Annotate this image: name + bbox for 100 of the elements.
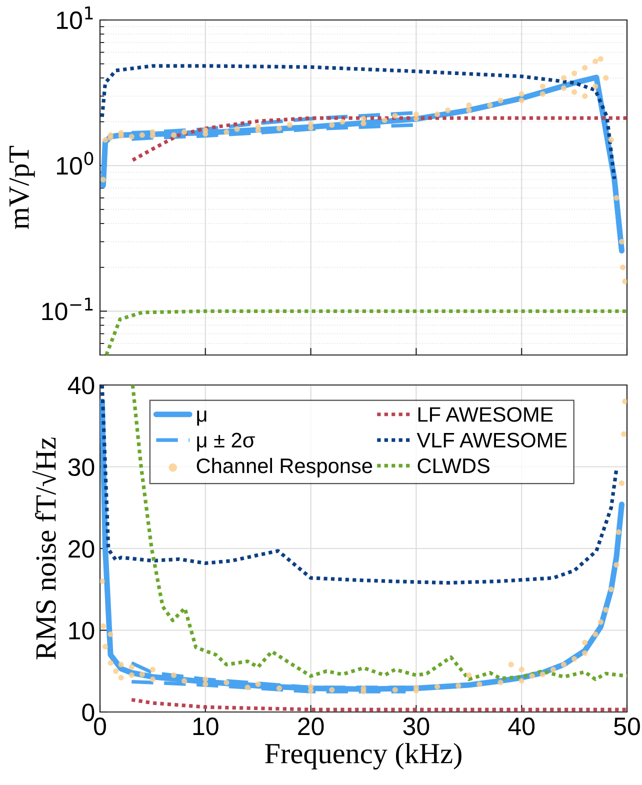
point: [150, 666, 156, 672]
point: [620, 264, 626, 270]
point: [434, 684, 440, 690]
point: [224, 680, 230, 686]
point: [540, 672, 546, 678]
point: [518, 678, 524, 684]
x-tick-label: 40: [508, 718, 535, 736]
legend-label: Channel Response: [196, 458, 372, 478]
point: [392, 112, 398, 119]
point: [560, 85, 567, 91]
point: [582, 93, 588, 99]
point: [308, 688, 314, 694]
point: [308, 120, 314, 126]
point: [202, 681, 208, 687]
point: [622, 278, 627, 284]
point: [608, 586, 614, 592]
point: [171, 672, 177, 678]
y-tick-label: 40: [68, 376, 94, 394]
point: [329, 122, 335, 128]
point: [182, 678, 188, 684]
point: [445, 107, 451, 114]
point: [102, 644, 108, 650]
y-tick-label: 0: [82, 704, 94, 722]
point: [360, 688, 366, 694]
y-tick-label: 10$^{−1}$: [42, 298, 93, 320]
point: [118, 130, 124, 136]
point: [286, 122, 292, 128]
point: [182, 129, 188, 135]
point: [616, 529, 622, 535]
point: [618, 480, 625, 486]
x-tick-label: 20: [298, 718, 324, 736]
y-axis-title: mV/pT: [9, 146, 35, 230]
point: [518, 91, 524, 97]
point: [476, 681, 482, 687]
legend-label: LF AWESOME: [418, 407, 553, 422]
x-tick-label: 30: [403, 718, 430, 736]
point: [518, 98, 524, 104]
legend-label: CLWDS: [418, 458, 490, 474]
point: [466, 102, 472, 108]
point: [540, 91, 546, 97]
point: [128, 664, 134, 670]
point: [139, 132, 145, 138]
point: [171, 132, 177, 138]
point: [108, 632, 114, 638]
point: [255, 681, 261, 687]
point: [108, 132, 114, 138]
point: [582, 650, 588, 656]
x-tick-label: 10: [193, 718, 218, 736]
point: [498, 680, 504, 686]
point: [614, 562, 620, 568]
point: [618, 238, 625, 244]
x-tick-label: 50: [614, 718, 640, 736]
line-series: [130, 698, 627, 712]
point: [622, 398, 627, 404]
point: [456, 683, 462, 689]
point: [392, 687, 398, 693]
line-series: [130, 123, 415, 141]
point: [550, 666, 556, 672]
point: [102, 137, 108, 143]
legend-label: μ: [197, 410, 206, 426]
x-axis-title: Frequency (kHz): [265, 742, 462, 770]
point: [592, 58, 598, 64]
point: [434, 112, 440, 118]
y-tick-label: 10$^{0}$: [57, 152, 94, 175]
point: [413, 112, 419, 118]
point: [276, 686, 282, 692]
point: [255, 124, 261, 130]
x-tick-label: 0: [94, 718, 106, 736]
point: [100, 578, 105, 584]
point: [560, 75, 567, 81]
point: [592, 632, 598, 638]
point: [329, 687, 335, 693]
point: [621, 431, 627, 437]
y-tick-label: 10$^{1}$: [57, 6, 93, 30]
point: [202, 127, 208, 133]
point: [572, 89, 578, 95]
point: [150, 676, 156, 682]
legend-label: μ ± 2σ: [197, 432, 255, 452]
line-series: [104, 309, 627, 355]
point: [276, 126, 282, 132]
point: [382, 117, 388, 123]
y-tick-label: 30: [68, 458, 94, 476]
point: [100, 623, 106, 629]
point: [128, 672, 134, 678]
point: [603, 607, 609, 613]
legend-label: VLF AWESOME: [416, 432, 567, 448]
point: [308, 124, 314, 130]
point: [113, 668, 119, 674]
point: [598, 619, 604, 625]
point: [572, 656, 578, 662]
point: [603, 75, 609, 81]
point: [508, 662, 514, 668]
point: [498, 98, 504, 104]
line-series: [100, 64, 616, 181]
point: [608, 137, 614, 143]
y-tick-label: 10: [69, 622, 94, 640]
point: [466, 672, 472, 678]
y-axis-title: RMS noise fT/√Hz: [32, 438, 56, 660]
point: [560, 662, 567, 668]
line-series: [100, 385, 618, 585]
